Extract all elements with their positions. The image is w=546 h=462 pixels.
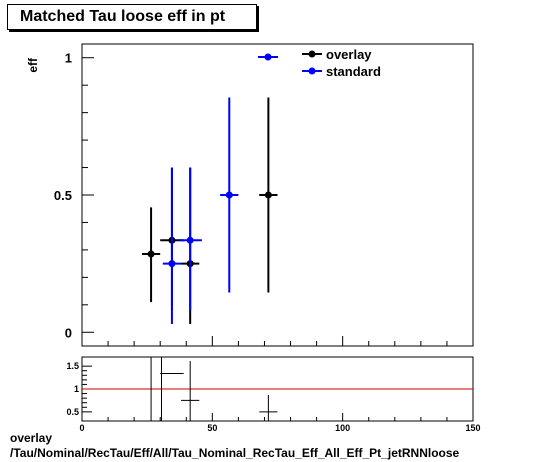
legend-extra-marker <box>264 53 272 61</box>
y-axis-label: eff <box>26 57 40 73</box>
ratio-x-tick-label: 50 <box>207 423 217 433</box>
footer-line-1: overlay <box>10 431 53 445</box>
legend-marker-standard <box>308 67 316 75</box>
ratio-x-tick-label: 100 <box>335 423 350 433</box>
data-point-standard <box>168 260 176 268</box>
ratio-x-tick-label: 150 <box>465 423 480 433</box>
data-point-overlay <box>264 191 272 199</box>
y-tick-label: 0 <box>65 325 72 340</box>
ratio-y-tick-label: 1 <box>74 384 79 394</box>
ratio-x-tick-label: 0 <box>79 423 84 433</box>
main-panel: 0 0.5 1 eff overlay standard <box>26 43 474 347</box>
ratio-panel: 0.5 1 1.5 0 50 100 150 <box>66 356 481 433</box>
ratio-y-tick-label: 0.5 <box>66 407 79 417</box>
legend-label-overlay: overlay <box>326 47 372 62</box>
footer-line-2: /Tau/Nominal/RecTau/Eff/All/Tau_Nominal_… <box>10 446 460 460</box>
y-tick-label: 0.5 <box>54 188 72 203</box>
data-point-overlay <box>147 250 155 258</box>
y-tick-label: 1 <box>65 51 72 66</box>
data-point-standard <box>186 236 194 244</box>
ratio-y-tick-label: 1.5 <box>66 361 79 371</box>
chart-title: Matched Tau loose eff in pt <box>20 8 226 25</box>
legend-marker-overlay <box>308 50 316 58</box>
legend-label-standard: standard <box>326 64 381 79</box>
title-box: Matched Tau loose eff in pt <box>7 4 257 30</box>
data-point-standard <box>225 191 233 199</box>
